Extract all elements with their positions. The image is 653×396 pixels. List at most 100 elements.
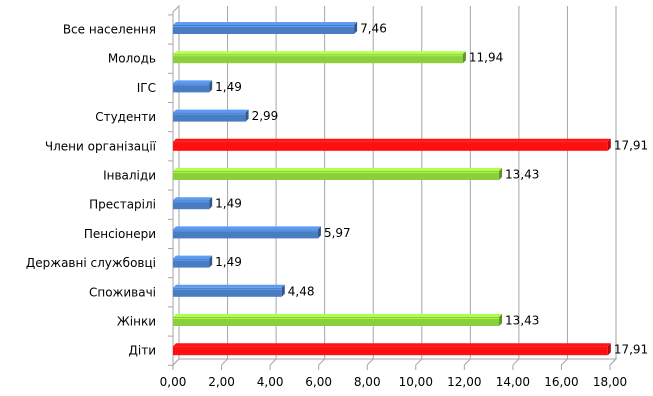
category-label: Члени організації (45, 139, 157, 153)
x-tick-label: 12,00 (447, 375, 481, 389)
bar-end-face (354, 22, 358, 34)
bar-front-face (173, 346, 608, 356)
value-label: 2,99 (252, 109, 279, 123)
floor-tick-line (463, 358, 471, 366)
x-tick-label: 14,00 (496, 375, 530, 389)
bar-end-face (607, 343, 611, 356)
category-label: Жінки (117, 315, 156, 329)
category-labels: Все населення Молодь ІГС Студенти Члени орга… (26, 23, 157, 358)
bar-5 (173, 138, 611, 151)
bar-8 (173, 226, 321, 239)
floor-tick-line (269, 358, 277, 366)
floor-tick-line (221, 358, 228, 366)
bar-end-face (499, 168, 503, 180)
value-label: 1,49 (215, 255, 242, 269)
x-tick-label: 8,00 (354, 375, 381, 389)
bar-end-face (245, 109, 249, 122)
bar-9 (173, 255, 213, 268)
category-label: Студенти (95, 110, 156, 124)
bar-12 (173, 343, 611, 356)
bar-top-face (173, 255, 213, 259)
bar-front-face (173, 171, 500, 180)
bar-end-face (499, 314, 503, 326)
axes (168, 4, 618, 370)
bar-top-face (173, 51, 466, 55)
x-tick-label: 6,00 (305, 375, 332, 389)
category-label: Інваліди (103, 169, 156, 183)
bar-4 (173, 109, 249, 122)
bar-top-face (173, 80, 213, 84)
bar-1 (173, 22, 358, 34)
bar-top-face (173, 343, 611, 347)
bar-end-face (317, 226, 321, 239)
bar-front-face (173, 25, 355, 34)
bar-3 (173, 80, 213, 93)
bar-top-face (173, 168, 503, 171)
bar-top-face (173, 197, 213, 201)
bar-10 (173, 284, 285, 297)
side-wall (172, 4, 180, 365)
category-label: Пенсіонери (84, 227, 156, 241)
tick-labels: 0,00 2,00 4,00 6,00 8,00 10,00 12,00 14,00 16,00… (160, 375, 628, 389)
value-label: 17,91 (614, 138, 648, 152)
bar-6 (173, 168, 503, 180)
category-label: Все населення (63, 23, 156, 37)
floor-tick-line (609, 358, 617, 366)
bar-front-face (173, 229, 318, 239)
value-label: 4,48 (288, 284, 315, 298)
bar-top-face (173, 284, 285, 288)
bar-end-face (462, 51, 466, 64)
bar-front-face (173, 141, 608, 151)
category-label: Престарілі (89, 198, 156, 212)
floor-tick-line (415, 358, 423, 366)
bar-11 (173, 314, 503, 326)
value-label: 11,94 (469, 51, 503, 65)
value-label: 5,97 (324, 226, 351, 240)
category-label: Діти (129, 344, 157, 358)
bar-end-face (209, 80, 213, 93)
bar-end-face (209, 255, 213, 268)
bar-top-face (173, 314, 503, 317)
floor-tick-line (512, 358, 520, 366)
floor-tick-line (366, 358, 374, 366)
grid-lines (178, 6, 617, 359)
bar-end-face (607, 138, 611, 151)
x-tick-label: 4,00 (257, 375, 284, 389)
bar-7 (173, 197, 213, 210)
x-tick-label: 0,00 (160, 375, 187, 389)
value-labels: 7,46 11,94 1,49 2,99 17,91 13,43 1,49 5,97 1,49 4… (215, 22, 648, 357)
bar-front-face (173, 200, 210, 210)
value-label: 13,43 (505, 314, 539, 328)
bar-front-face (173, 112, 246, 122)
bar-2 (173, 51, 466, 64)
bar-top-face (173, 109, 249, 113)
floor-tick-line (318, 358, 326, 366)
bar-end-face (281, 284, 285, 297)
floor-tick-line (561, 358, 568, 366)
value-label: 1,49 (215, 197, 242, 211)
bar-top-face (173, 22, 358, 25)
x-tick-label: 16,00 (544, 375, 578, 389)
category-label: Споживачі (89, 285, 156, 299)
category-label: Молодь (108, 52, 156, 66)
bar-end-face (209, 197, 213, 210)
bar-front-face (173, 54, 463, 64)
value-label: 7,46 (360, 22, 387, 36)
value-label: 13,43 (505, 168, 539, 182)
category-label: Державні службовці (26, 256, 156, 270)
bar-top-face (173, 138, 611, 142)
bar-front-face (173, 83, 210, 93)
bar-top-face (173, 226, 321, 230)
floor-plane (172, 358, 618, 366)
value-label: 1,49 (215, 80, 242, 94)
value-label: 17,91 (614, 343, 648, 357)
x-tick-label: 10,00 (399, 375, 433, 389)
bars (173, 22, 611, 356)
bar-front-face (173, 287, 282, 297)
bar-front-face (173, 317, 500, 326)
x-tick-label: 18,00 (593, 375, 627, 389)
x-tick-label: 2,00 (208, 375, 235, 389)
category-label: ІГС (137, 81, 156, 95)
floor-tick-line (172, 358, 180, 366)
